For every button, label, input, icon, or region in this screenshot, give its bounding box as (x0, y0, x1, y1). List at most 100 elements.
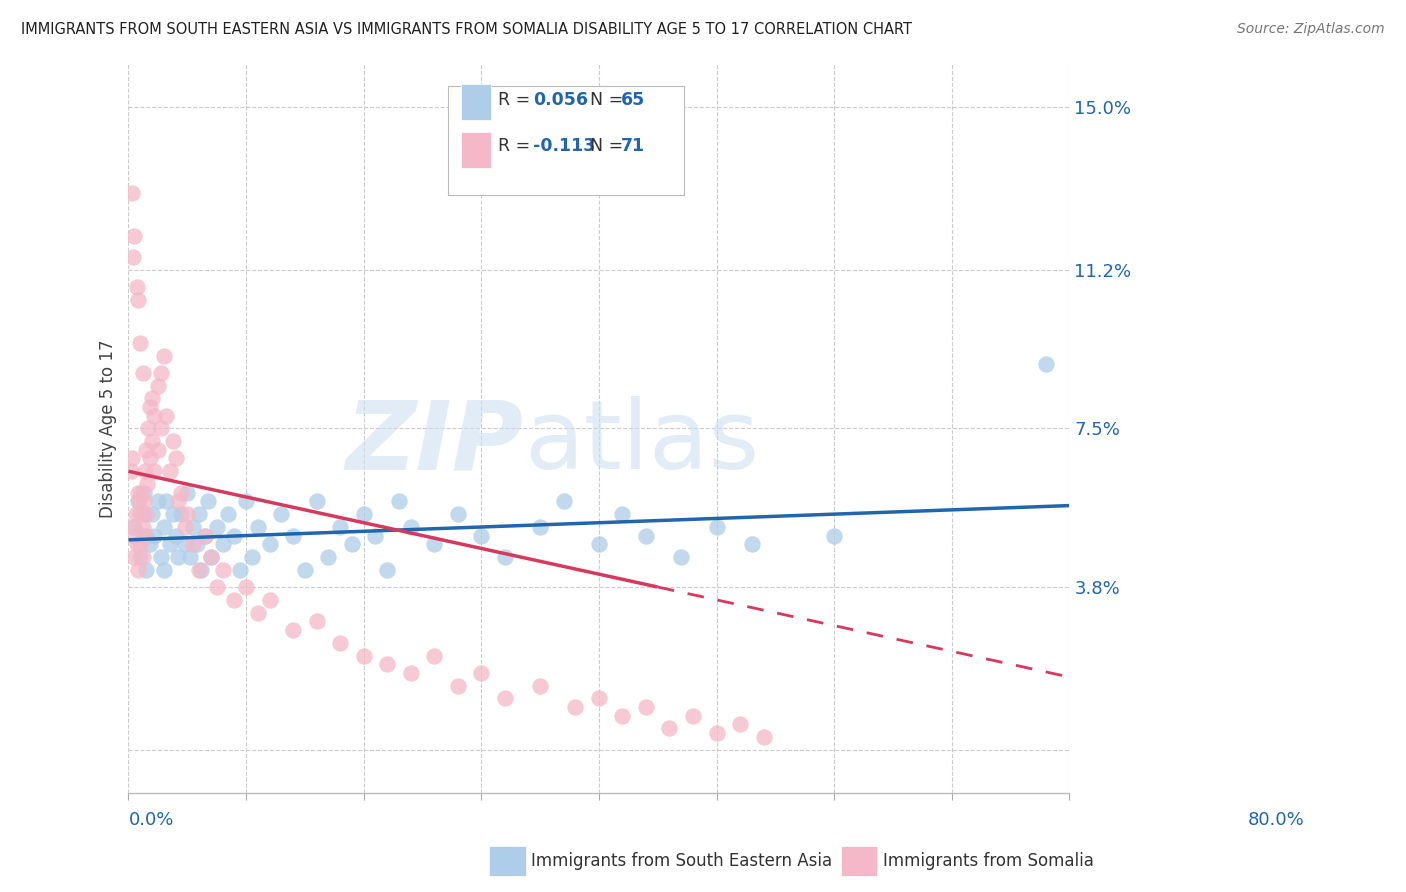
Point (375, 563, 398, 577)
Point (122, 520, 145, 534)
Point (141, 392, 163, 406)
Point (181, 537, 204, 551)
Point (146, 494, 169, 508)
Point (671, 549, 693, 564)
Point (706, 725, 728, 739)
Point (200, 549, 222, 564)
Point (211, 563, 233, 577)
Point (240, 549, 263, 564)
Point (205, 520, 228, 534)
Point (399, 665, 422, 680)
Point (131, 549, 153, 564)
Point (270, 507, 292, 521)
Point (131, 485, 153, 500)
Point (259, 537, 281, 551)
Point (167, 549, 190, 564)
Text: N =: N = (589, 91, 628, 109)
Point (634, 528, 657, 542)
Point (364, 528, 387, 542)
Point (399, 520, 422, 534)
Point (136, 477, 159, 491)
Text: N =: N = (589, 137, 628, 155)
Point (612, 507, 634, 521)
Point (197, 494, 219, 508)
Point (564, 700, 586, 714)
Point (353, 507, 375, 521)
Point (122, 250, 145, 264)
Point (152, 520, 174, 534)
Point (281, 528, 304, 542)
Point (132, 485, 155, 500)
Point (128, 494, 150, 508)
Point (447, 507, 470, 521)
Point (138, 400, 160, 414)
Point (125, 537, 148, 551)
Point (124, 507, 146, 521)
Y-axis label: Disability Age 5 to 17: Disability Age 5 to 17 (100, 339, 117, 517)
Point (127, 494, 149, 508)
Point (329, 520, 352, 534)
Point (186, 537, 208, 551)
Point (129, 537, 152, 551)
Point (246, 606, 269, 620)
Point (553, 494, 575, 508)
Point (150, 366, 173, 380)
Point (181, 520, 204, 534)
Point (174, 537, 197, 551)
Point (124, 228, 146, 243)
Point (423, 648, 446, 663)
Text: IMMIGRANTS FROM SOUTH EASTERN ASIA VS IMMIGRANTS FROM SOMALIA DISABILITY AGE 5 T: IMMIGRANTS FROM SOUTH EASTERN ASIA VS IM… (21, 22, 912, 37)
Point (170, 485, 193, 500)
Point (120, 464, 142, 478)
Point (127, 563, 149, 577)
Text: 0.056: 0.056 (533, 91, 588, 109)
Point (447, 679, 470, 693)
Point (188, 563, 211, 577)
Point (121, 186, 143, 200)
Point (125, 280, 148, 294)
Point (134, 464, 156, 478)
Point (167, 494, 190, 508)
Point (194, 528, 217, 542)
Point (141, 434, 163, 449)
FancyBboxPatch shape (449, 86, 683, 195)
Point (217, 507, 239, 521)
Point (423, 537, 446, 551)
Point (127, 293, 149, 307)
Point (246, 520, 269, 534)
Text: 65: 65 (620, 91, 645, 109)
Point (176, 485, 198, 500)
Point (612, 708, 634, 723)
Point (124, 528, 146, 542)
Point (340, 537, 363, 551)
Point (588, 537, 610, 551)
Point (129, 335, 152, 350)
Point (235, 580, 257, 594)
Point (190, 563, 212, 577)
Point (127, 485, 149, 500)
Point (494, 691, 516, 706)
Point (529, 520, 551, 534)
Point (146, 378, 169, 392)
Point (132, 528, 155, 542)
Point (159, 464, 181, 478)
Point (129, 507, 152, 521)
Point (294, 563, 316, 577)
FancyBboxPatch shape (461, 85, 491, 120)
Point (658, 722, 681, 736)
Point (124, 520, 146, 534)
Point (129, 549, 152, 564)
Point (529, 679, 551, 693)
Point (155, 409, 177, 423)
Point (235, 494, 257, 508)
Point (135, 528, 157, 542)
Point (152, 563, 174, 577)
Point (162, 507, 184, 521)
FancyBboxPatch shape (461, 132, 491, 168)
Point (131, 366, 153, 380)
Point (188, 507, 211, 521)
Point (194, 528, 217, 542)
Point (229, 563, 252, 577)
Text: 71: 71 (620, 137, 645, 155)
Point (165, 451, 187, 466)
